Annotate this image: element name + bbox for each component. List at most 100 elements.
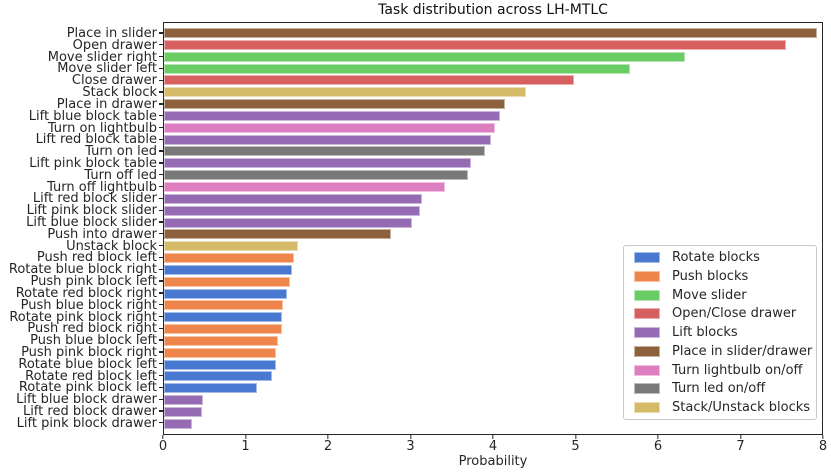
- legend-swatch: [634, 327, 660, 338]
- y-axis-label: Push pink block left: [30, 274, 157, 290]
- legend-item-place-in-slider-drawer: Place in slider/drawer: [634, 343, 813, 360]
- y-axis-label: Turn on lightbulb: [47, 120, 157, 136]
- y-axis-label: Lift blue block table: [28, 108, 157, 124]
- legend-item-rotate-blocks: Rotate blocks: [634, 249, 810, 266]
- y-tick-mark: [159, 244, 163, 247]
- y-tick-row: [159, 63, 163, 73]
- y-tick-row: [159, 123, 163, 133]
- y-axis-label: Rotate pink block left: [18, 380, 157, 396]
- legend-swatch: [634, 289, 660, 301]
- legend-label: Open/Close drawer: [672, 306, 797, 322]
- y-tick-mark: [159, 374, 163, 377]
- y-tick-row: [159, 229, 163, 239]
- y-tick-row: [159, 312, 163, 322]
- bar-close-drawer: [164, 75, 575, 86]
- y-tick-row: [159, 347, 163, 357]
- legend-label: Rotate blocks: [672, 250, 760, 265]
- y-tick-mark: [159, 150, 163, 152]
- bar-place-in-slider: [164, 28, 818, 38]
- y-tick-mark: [159, 44, 163, 46]
- y-tick-row: [159, 28, 163, 38]
- bar-push-pink-block-left: [164, 276, 290, 287]
- y-tick-row: [159, 359, 163, 369]
- y-tick-row: [159, 193, 163, 203]
- y-axis-label: Rotate red block right: [15, 285, 157, 301]
- bar-rotate-red-block-right: [164, 288, 288, 299]
- y-tick-row: [159, 182, 163, 192]
- bar-row: [164, 170, 822, 181]
- bar-push-red-block-right: [164, 324, 283, 335]
- bar-row: [164, 51, 822, 62]
- legend-label: Stack/Unstack blocks: [672, 400, 811, 415]
- x-tick-label: 7: [736, 439, 745, 454]
- x-tick-mark: [244, 435, 247, 439]
- bars: [164, 23, 822, 434]
- y-tick-row: [159, 99, 163, 109]
- bar-row: [164, 229, 822, 240]
- x-tick-label: 0: [158, 439, 168, 454]
- bar-row: [164, 110, 822, 121]
- bar-row: [164, 371, 822, 382]
- legend-item-turn-led-on-off: Turn led on/off: [634, 380, 810, 397]
- y-tick-row: [159, 335, 163, 345]
- y-tick-row: [159, 382, 163, 392]
- bar-lift-red-block-table: [164, 134, 491, 145]
- bar-row: [164, 193, 822, 204]
- y-tick-row: [159, 406, 163, 416]
- y-tick-mark: [159, 91, 163, 93]
- y-tick-mark: [159, 174, 163, 176]
- y-axis-label: Turn off lightbulb: [47, 179, 157, 195]
- legend-label: Turn led on/off: [672, 381, 766, 397]
- bar-row: [164, 39, 822, 50]
- legend-label: Move slider: [672, 287, 747, 303]
- x-tick-label: 6: [653, 439, 663, 454]
- bar-lift-pink-block-slider: [164, 205, 420, 216]
- legend-swatch: [634, 402, 660, 413]
- legend-item-open-close-drawer: Open/Close drawer: [634, 305, 810, 322]
- y-tick-row: [159, 252, 163, 262]
- y-axis-label: Lift blue block drawer: [16, 392, 157, 408]
- y-tick-row: [159, 170, 163, 180]
- bar-row: [164, 335, 822, 346]
- y-axis-ticks: [159, 23, 163, 433]
- bar-rotate-red-block-left: [164, 371, 272, 382]
- bar-stack-block: [164, 87, 526, 98]
- y-axis-label: Rotate pink block right: [9, 309, 157, 325]
- legend-label: Push blocks: [672, 268, 749, 284]
- y-axis-label: Rotate blue block left: [18, 356, 157, 372]
- legend-label: Lift blocks: [672, 325, 738, 340]
- y-tick-row: [159, 111, 163, 121]
- y-tick-row: [159, 371, 163, 381]
- x-tick-mark: [574, 435, 577, 439]
- bar-rotate-blue-block-left: [164, 359, 276, 370]
- y-axis-label: Turn on led: [85, 144, 157, 160]
- legend-item-stack-unstack-blocks: Stack/Unstack blocks: [634, 399, 810, 416]
- y-tick-mark: [159, 327, 163, 329]
- bar-row: [164, 407, 822, 417]
- bar-row: [164, 217, 822, 228]
- y-tick-row: [159, 418, 163, 428]
- bar-row: [164, 134, 822, 145]
- bar-rotate-pink-block-left: [164, 383, 257, 394]
- bar-turn-on-lightbulb: [164, 122, 496, 133]
- legend-label: Place in slider/drawer: [672, 343, 813, 359]
- y-tick-mark: [159, 138, 163, 140]
- y-axis-label: Push red block left: [36, 250, 157, 266]
- y-axis-labels: Place in slider Open drawer Move slider ri…: [0, 23, 157, 433]
- bar-row: [164, 347, 822, 358]
- y-axis-label: Lift red block drawer: [22, 404, 157, 419]
- y-tick-row: [159, 288, 163, 298]
- y-tick-row: [159, 394, 163, 404]
- bar-row: [164, 99, 822, 110]
- bar-row: [164, 28, 822, 38]
- y-axis-label: Place in slider: [66, 26, 157, 41]
- bar-push-blue-block-right: [164, 300, 284, 311]
- y-axis-label: Unstack block: [66, 238, 157, 254]
- x-tick-mark: [327, 435, 329, 439]
- y-tick-mark: [159, 115, 163, 117]
- bar-row: [164, 288, 822, 299]
- y-tick-mark: [159, 363, 163, 365]
- bar-unstack-block: [164, 241, 299, 252]
- y-tick-mark: [159, 79, 163, 81]
- x-tick-label: 5: [571, 439, 580, 454]
